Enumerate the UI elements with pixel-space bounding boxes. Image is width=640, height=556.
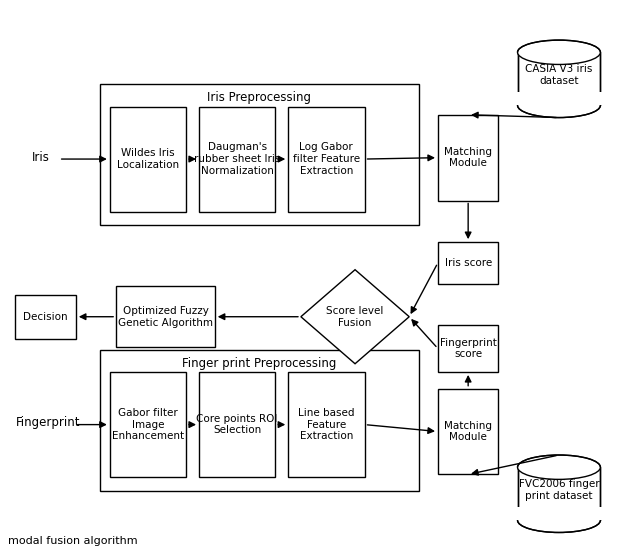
Text: Gabor filter
Image
Enhancement: Gabor filter Image Enhancement [112,408,184,441]
Text: Iris: Iris [32,151,50,164]
Ellipse shape [518,455,600,479]
Bar [288,107,365,212]
Polygon shape [301,270,409,364]
Bar [109,372,186,477]
Bar [516,507,602,520]
Text: FVC2006 finger
print dataset: FVC2006 finger print dataset [518,479,599,501]
Text: Line based
Feature
Extraction: Line based Feature Extraction [298,408,355,441]
Bar [438,242,499,284]
Text: CASIA V3 iris
dataset: CASIA V3 iris dataset [525,64,593,86]
Text: Finger print Preprocessing: Finger print Preprocessing [182,356,337,370]
Text: Decision: Decision [24,312,68,322]
Bar [100,350,419,491]
Text: Fingerprint
score: Fingerprint score [440,337,497,359]
Bar [516,92,602,106]
Text: Matching
Module: Matching Module [444,421,492,443]
Text: Wildes Iris
Localization: Wildes Iris Localization [117,148,179,170]
Bar [288,372,365,477]
Text: Matching
Module: Matching Module [444,147,492,168]
Bar [438,325,499,372]
Text: Log Gabor
filter Feature
Extraction: Log Gabor filter Feature Extraction [293,142,360,176]
Text: Optimized Fuzzy
Genetic Algorithm: Optimized Fuzzy Genetic Algorithm [118,306,213,327]
Text: Fingerprint: Fingerprint [15,416,80,429]
Ellipse shape [518,40,600,64]
Bar [199,372,275,477]
Bar [438,389,499,474]
Bar [109,107,186,212]
Text: Score level
Fusion: Score level Fusion [326,306,384,327]
Ellipse shape [518,508,600,533]
Bar [100,85,419,225]
Text: Daugman's
rubber sheet Iris
Normalization: Daugman's rubber sheet Iris Normalizatio… [194,142,280,176]
Bar [116,286,215,347]
Ellipse shape [518,93,600,117]
Bar [518,52,600,106]
Bar [15,295,76,339]
Text: Iris score: Iris score [445,258,492,268]
Bar [199,107,275,212]
Bar [518,467,600,520]
Text: modal fusion algorithm: modal fusion algorithm [8,537,138,547]
Bar [438,115,499,201]
Text: Core points ROI
Selection: Core points ROI Selection [196,414,278,435]
Text: Iris Preprocessing: Iris Preprocessing [207,91,312,104]
